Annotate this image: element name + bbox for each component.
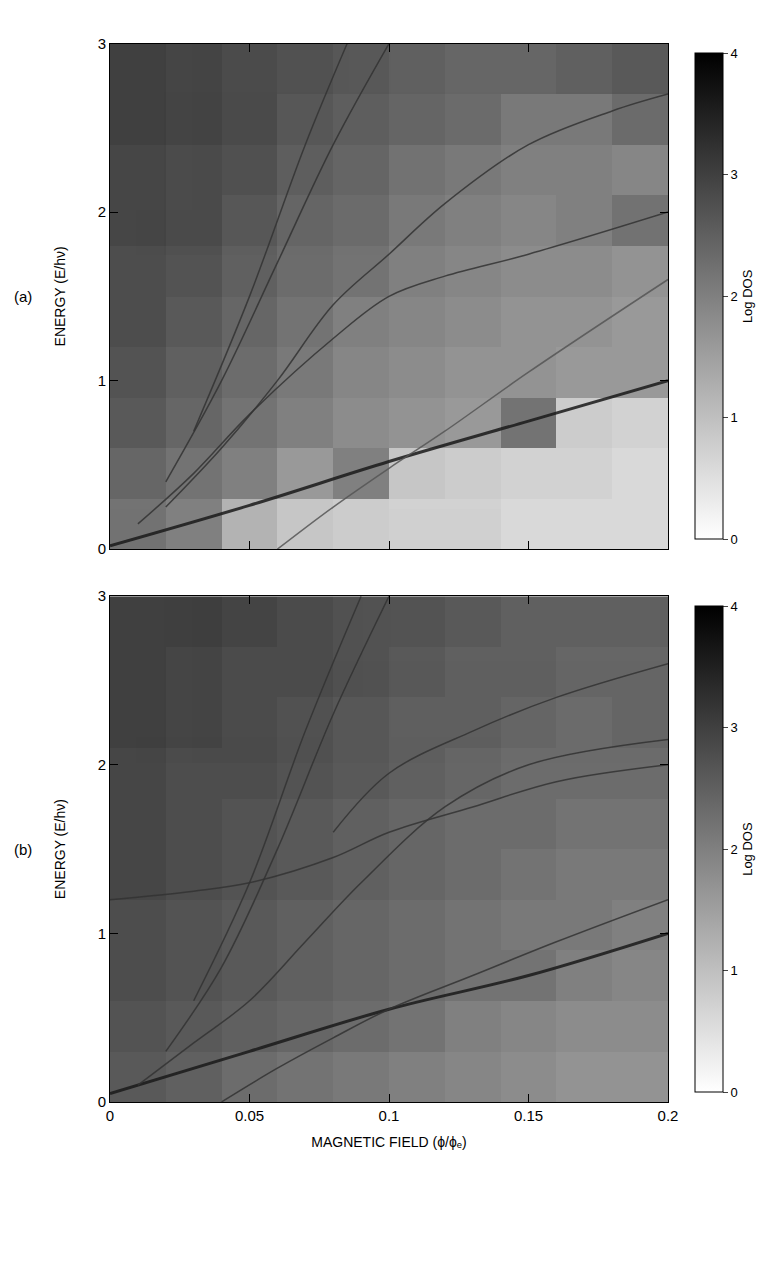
svg-text:0: 0 (98, 540, 106, 557)
svg-text:0: 0 (106, 1107, 114, 1124)
svg-text:1: 1 (98, 925, 106, 942)
svg-text:4: 4 (731, 46, 738, 61)
svg-text:0: 0 (731, 532, 738, 547)
svg-text:0: 0 (731, 1085, 738, 1100)
svg-text:2: 2 (98, 203, 106, 220)
svg-text:3: 3 (731, 720, 738, 735)
svg-text:0.1: 0.1 (379, 1107, 400, 1124)
svg-text:ENERGY (E/hν): ENERGY (E/hν) (52, 246, 68, 346)
svg-text:Log DOS: Log DOS (740, 822, 755, 876)
svg-text:2: 2 (98, 756, 106, 773)
svg-text:2: 2 (731, 842, 738, 857)
svg-text:ENERGY (E/hν): ENERGY (E/hν) (52, 799, 68, 899)
svg-text:0.05: 0.05 (235, 1107, 264, 1124)
svg-text:3: 3 (98, 587, 106, 604)
svg-text:2: 2 (731, 289, 738, 304)
svg-text:0.2: 0.2 (658, 1107, 679, 1124)
svg-text:3: 3 (98, 35, 106, 52)
svg-text:1: 1 (98, 372, 106, 389)
svg-text:4: 4 (731, 599, 738, 614)
svg-text:1: 1 (731, 410, 738, 425)
svg-text:(b): (b) (14, 841, 32, 858)
svg-text:(a): (a) (14, 288, 32, 305)
svg-text:Log DOS: Log DOS (740, 269, 755, 323)
svg-text:MAGNETIC FIELD (ϕ/ϕₑ): MAGNETIC FIELD (ϕ/ϕₑ) (311, 1134, 466, 1150)
svg-text:1: 1 (731, 963, 738, 978)
svg-text:0: 0 (98, 1093, 106, 1110)
svg-text:3: 3 (731, 167, 738, 182)
svg-text:0.15: 0.15 (514, 1107, 543, 1124)
